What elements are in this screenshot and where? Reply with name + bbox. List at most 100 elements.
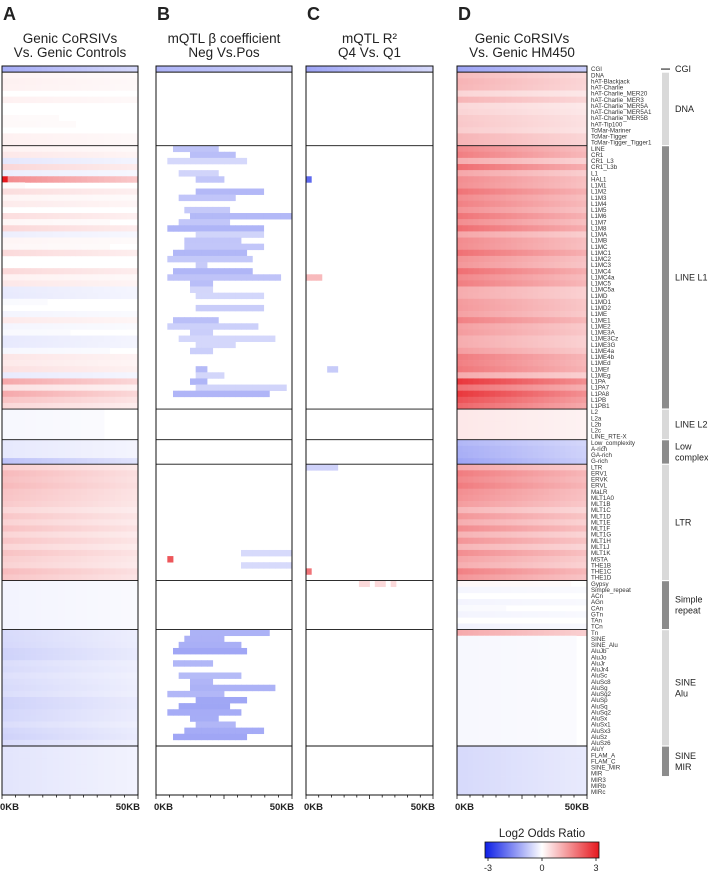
heatmap-cell [527, 66, 534, 73]
heatmap-cell [36, 219, 43, 226]
heatmap-cell [132, 170, 139, 177]
heatmap-cell [570, 286, 577, 293]
heatmap-cell [532, 102, 539, 110]
heatmap-cell [224, 243, 231, 251]
heatmap-cell [576, 115, 582, 122]
heatmap-cell [7, 249, 14, 257]
heatmap-cell [565, 164, 572, 171]
heatmap-cell [343, 66, 349, 73]
heatmap-cell [2, 556, 9, 563]
heatmap-cell [549, 274, 555, 281]
heatmap-cell [229, 268, 236, 275]
heatmap-cell [565, 268, 572, 275]
heatmap-cell [58, 549, 65, 557]
heatmap-cell [559, 335, 566, 342]
heatmap-cell [473, 262, 480, 269]
heatmap-cell [516, 127, 523, 134]
heatmap-cell [559, 121, 566, 128]
heatmap-cell [538, 378, 545, 385]
heatmap-cell [218, 268, 225, 275]
heatmap-cell [126, 286, 133, 293]
heatmap-cell [494, 249, 501, 257]
heatmap-cell [58, 225, 65, 232]
heatmap-cell [64, 764, 71, 771]
heatmap-cell [581, 360, 588, 367]
heatmap-cell [58, 200, 65, 208]
heatmap-cell [70, 611, 77, 618]
heatmap-cells [306, 66, 434, 588]
heatmap-cell [7, 237, 14, 244]
heatmap-cell [53, 629, 60, 637]
heatmap-cell [13, 543, 20, 551]
heatmap-cell [75, 739, 82, 747]
heatmap-cell [24, 213, 31, 220]
heatmap-cell [30, 347, 37, 355]
heatmap-cell [109, 641, 116, 649]
heatmap-cell [41, 323, 48, 330]
heatmap-cell [457, 133, 463, 140]
heatmap-cell [224, 703, 231, 710]
heatmap-cell [47, 721, 54, 728]
heatmap-cell [24, 164, 31, 171]
heatmap-cell [58, 617, 65, 624]
heatmap-cell [484, 292, 490, 300]
heatmap-cell [516, 341, 523, 349]
heatmap-cell [581, 451, 588, 459]
heatmap-cell [549, 170, 555, 177]
heatmap-cell [532, 347, 539, 355]
heatmap-cell [489, 311, 496, 318]
heatmap-cell [58, 335, 65, 342]
heatmap-cell [207, 274, 214, 281]
heatmap-cell [478, 304, 485, 312]
heatmap-cell [559, 378, 566, 385]
heatmap-cell [478, 427, 485, 434]
heatmap-cell [132, 709, 139, 716]
heatmap-cell [505, 366, 512, 373]
heatmap-cell [246, 727, 253, 735]
heatmap-cell [505, 335, 512, 342]
heatmap-cell [532, 121, 539, 128]
heatmap-cell [58, 421, 65, 428]
heatmap-cell [24, 635, 31, 643]
heatmap-cell [473, 170, 480, 177]
heatmap-cell [75, 66, 82, 73]
heatmap-cell [532, 200, 539, 208]
heatmap-cell [104, 378, 111, 385]
heatmap-cell [462, 145, 469, 153]
heatmap-cell [47, 537, 54, 545]
heatmap-cell [24, 439, 31, 447]
heatmap-cell [457, 102, 463, 110]
heatmap-cell [467, 494, 474, 502]
heatmap-cell [81, 715, 88, 722]
heatmap-cell [489, 84, 496, 91]
heatmap-cell [527, 507, 534, 514]
heatmap-cell [47, 733, 54, 741]
heatmap-cell [7, 709, 14, 716]
heatmap-cell [473, 415, 480, 422]
heatmap-cell [19, 586, 26, 594]
heatmap-cell [70, 519, 77, 526]
heatmap-cell [104, 219, 111, 226]
heatmap-cell [121, 445, 128, 453]
heatmap-cell [527, 78, 534, 85]
heatmap-cell [47, 353, 54, 361]
heatmap-cell [235, 66, 242, 73]
heatmap-cell [98, 635, 105, 643]
heatmap-cell [559, 164, 566, 171]
heatmap-cell [241, 274, 248, 281]
heatmap-cell [98, 237, 105, 244]
heatmap-cell [473, 427, 480, 434]
heatmap-cell [7, 482, 14, 489]
heatmap-cell [505, 188, 512, 195]
heatmap-cell [47, 249, 54, 257]
heatmap-cell [24, 788, 31, 796]
heatmap-cell [489, 335, 496, 342]
heatmap-cell [92, 476, 99, 483]
heatmap-cell [81, 390, 88, 398]
heatmap-cell [581, 494, 588, 502]
heatmap-cell [478, 500, 485, 508]
heatmap-cell [36, 164, 43, 171]
heatmap-cell [500, 262, 507, 269]
heatmap-cell [467, 353, 474, 361]
heatmap-cell [104, 84, 111, 91]
